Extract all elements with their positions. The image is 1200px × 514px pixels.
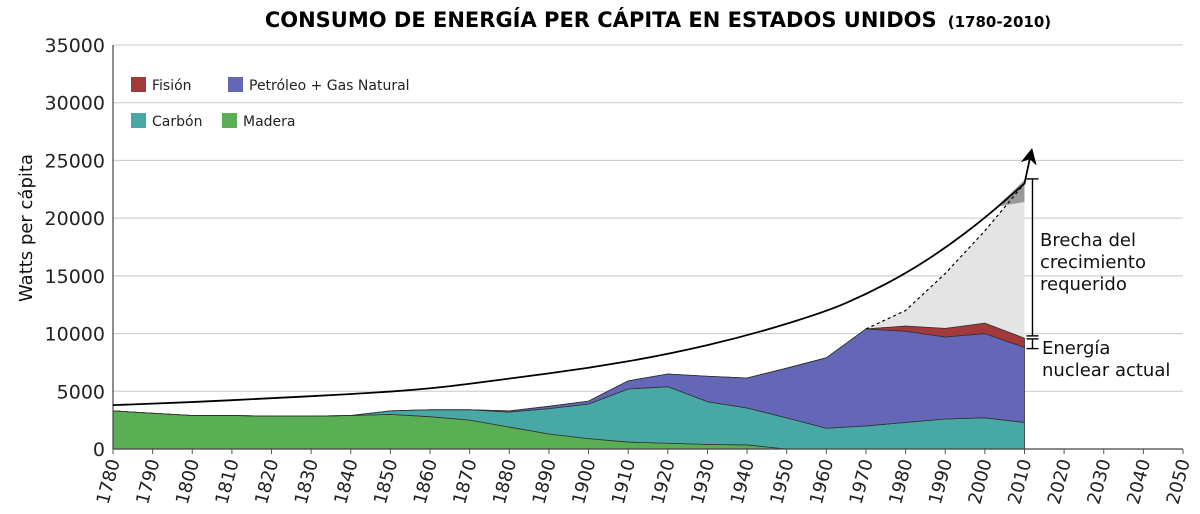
- legend-swatch-carbon: [131, 113, 146, 128]
- y-axis-label: Watts per cápita: [16, 154, 37, 302]
- legend-swatch-fision: [131, 77, 146, 92]
- gap-area: [865, 183, 1025, 339]
- x-tick-1780: 1780: [93, 457, 125, 507]
- x-tick-2020: 2020: [1044, 457, 1076, 507]
- legend-label-petroleo-gas: Petróleo + Gas Natural: [249, 78, 410, 94]
- x-tick-1840: 1840: [330, 457, 362, 507]
- x-tick-1790: 1790: [132, 457, 164, 507]
- required-growth-curve: [112, 148, 1037, 407]
- legend: Fisión Petróleo + Gas Natural Carbón Mad…: [131, 77, 410, 130]
- annotation-gap-line2: crecimiento: [1040, 252, 1146, 273]
- x-tick-1810: 1810: [212, 457, 244, 507]
- x-tick-1950: 1950: [766, 457, 798, 507]
- y-tick-5000: 5000: [57, 381, 105, 403]
- legend-label-madera: Madera: [243, 114, 296, 130]
- x-tick-2040: 2040: [1123, 457, 1155, 507]
- legend-label-fision: Fisión: [152, 78, 192, 94]
- grid-lines: [113, 44, 1183, 450]
- x-tick-1910: 1910: [608, 457, 640, 507]
- x-tick-2030: 2030: [1083, 457, 1115, 507]
- x-tick-1830: 1830: [291, 457, 323, 507]
- annotations: Brecha del crecimiento requerido Energía…: [1040, 230, 1170, 381]
- y-tick-labels: 0 5000 10000 15000 20000 25000 30000 35000: [45, 35, 105, 461]
- x-tick-1800: 1800: [172, 457, 204, 507]
- x-tick-1860: 1860: [410, 457, 442, 507]
- x-tick-2000: 2000: [965, 457, 997, 507]
- legend-label-carbon: Carbón: [152, 114, 202, 130]
- legend-swatch-madera: [222, 113, 237, 128]
- annotation-gap-line1: Brecha del: [1040, 230, 1136, 251]
- annotation-nuclear-line2: nuclear actual: [1042, 360, 1170, 381]
- gap-wedge: [996, 180, 1025, 207]
- x-tick-1880: 1880: [489, 457, 521, 507]
- x-tick-1980: 1980: [885, 457, 917, 507]
- y-tick-25000: 25000: [45, 150, 105, 172]
- x-tick-1900: 1900: [568, 457, 600, 507]
- x-tick-1990: 1990: [925, 457, 957, 507]
- plot-areas: [112, 180, 1025, 450]
- trend-lines: [112, 148, 1039, 407]
- x-tick-1890: 1890: [529, 457, 561, 507]
- title-main-text: CONSUMO DE ENERGÍA PER CÁPITA EN ESTADOS…: [265, 7, 937, 32]
- x-tick-labels: 1780 1790 1800 1810 1820 1830 1840 1850 1860 1870…: [93, 457, 1195, 507]
- y-tick-35000: 35000: [45, 35, 105, 57]
- annotation-gap-line3: requerido: [1040, 274, 1127, 295]
- y-tick-20000: 20000: [45, 208, 105, 230]
- y-tick-0: 0: [93, 439, 105, 461]
- x-tick-2010: 2010: [1004, 457, 1036, 507]
- y-tick-30000: 30000: [45, 93, 105, 115]
- x-tick-1850: 1850: [370, 457, 402, 507]
- x-tick-1940: 1940: [727, 457, 759, 507]
- x-tick-1930: 1930: [687, 457, 719, 507]
- x-tick-1920: 1920: [648, 457, 680, 507]
- y-tick-10000: 10000: [45, 324, 105, 346]
- title-sub-text: (1780-2010): [948, 13, 1051, 31]
- x-tick-1870: 1870: [449, 457, 481, 507]
- area-fisi-n: [112, 322, 1025, 417]
- chart-title: CONSUMO DE ENERGÍA PER CÁPITA EN ESTADOS…: [265, 7, 1051, 32]
- x-tick-1970: 1970: [846, 457, 878, 507]
- annotation-nuclear-line1: Energía: [1042, 338, 1110, 359]
- x-tick-1820: 1820: [251, 457, 283, 507]
- x-tick-1960: 1960: [806, 457, 838, 507]
- required-dotted-trend: [865, 183, 1025, 330]
- axes: [112, 45, 1184, 454]
- y-tick-15000: 15000: [45, 266, 105, 288]
- legend-swatch-petroleo-gas: [228, 77, 243, 92]
- x-tick-2050: 2050: [1163, 457, 1195, 507]
